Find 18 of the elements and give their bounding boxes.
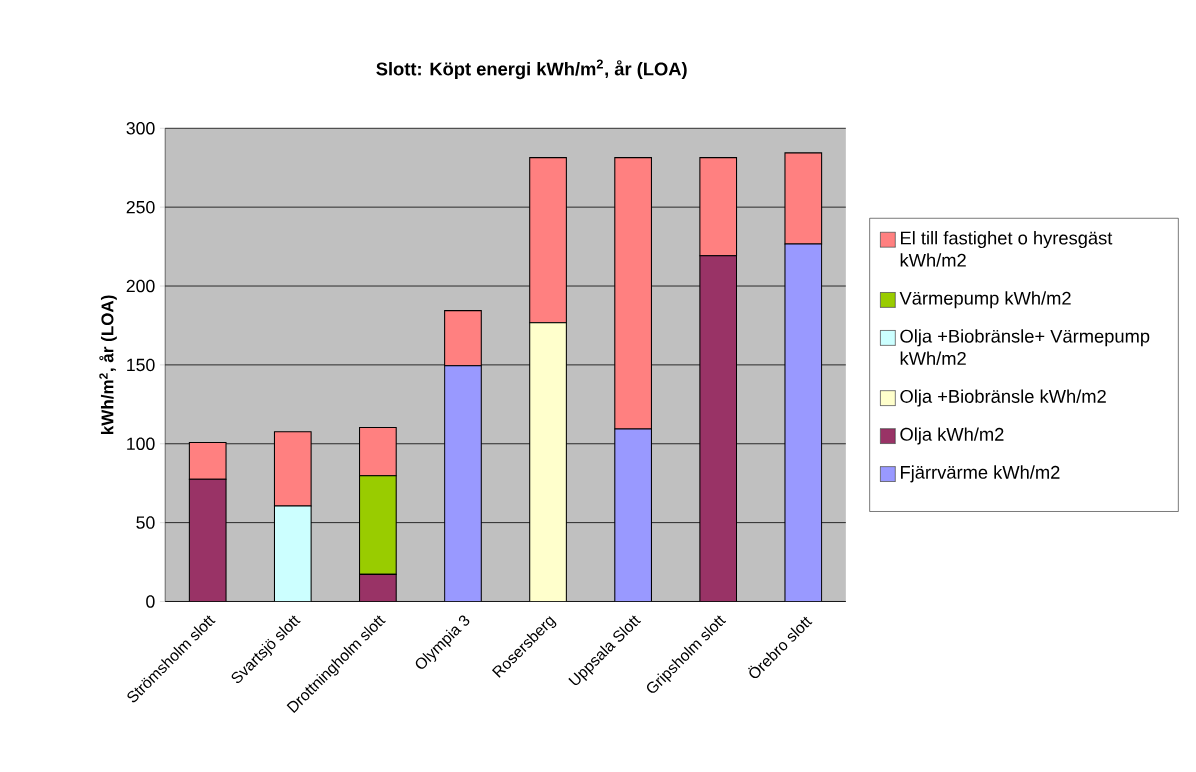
legend-label: Fjärrvärme kWh/m2 — [901, 465, 1060, 483]
legend-label: Olja kWh/m2 — [900, 427, 1004, 445]
y-axis-title: kWh/m$^{2}$, år (LOA) — [99, 295, 117, 434]
bar — [359, 573, 397, 602]
y-tick-label: 150 — [127, 358, 155, 371]
legend-label: Värmepump kWh/m2 — [899, 291, 1071, 309]
legend-label: Olja +Biobränsle+ Värmepump kWh/m2 — [900, 329, 1150, 365]
bar — [699, 255, 738, 602]
y-tick-label: 0 — [146, 595, 155, 608]
y-tick-label: 300 — [126, 121, 155, 135]
y-tick-label: 200 — [126, 279, 155, 293]
legend-label: El till fastighet o hyresgäst kWh/m2 — [900, 230, 1113, 267]
y-tick-label: 50 — [136, 516, 155, 529]
y-tick-label: 250 — [126, 200, 155, 214]
bar — [188, 478, 227, 602]
y-tick-label: 100 — [127, 437, 155, 450]
chart-title: Slott: Köpt energi kWh/m$^{2}$, år (LOA) — [376, 59, 687, 79]
legend-label: Olja +Biobränsle kWh/m2 — [900, 389, 1106, 407]
